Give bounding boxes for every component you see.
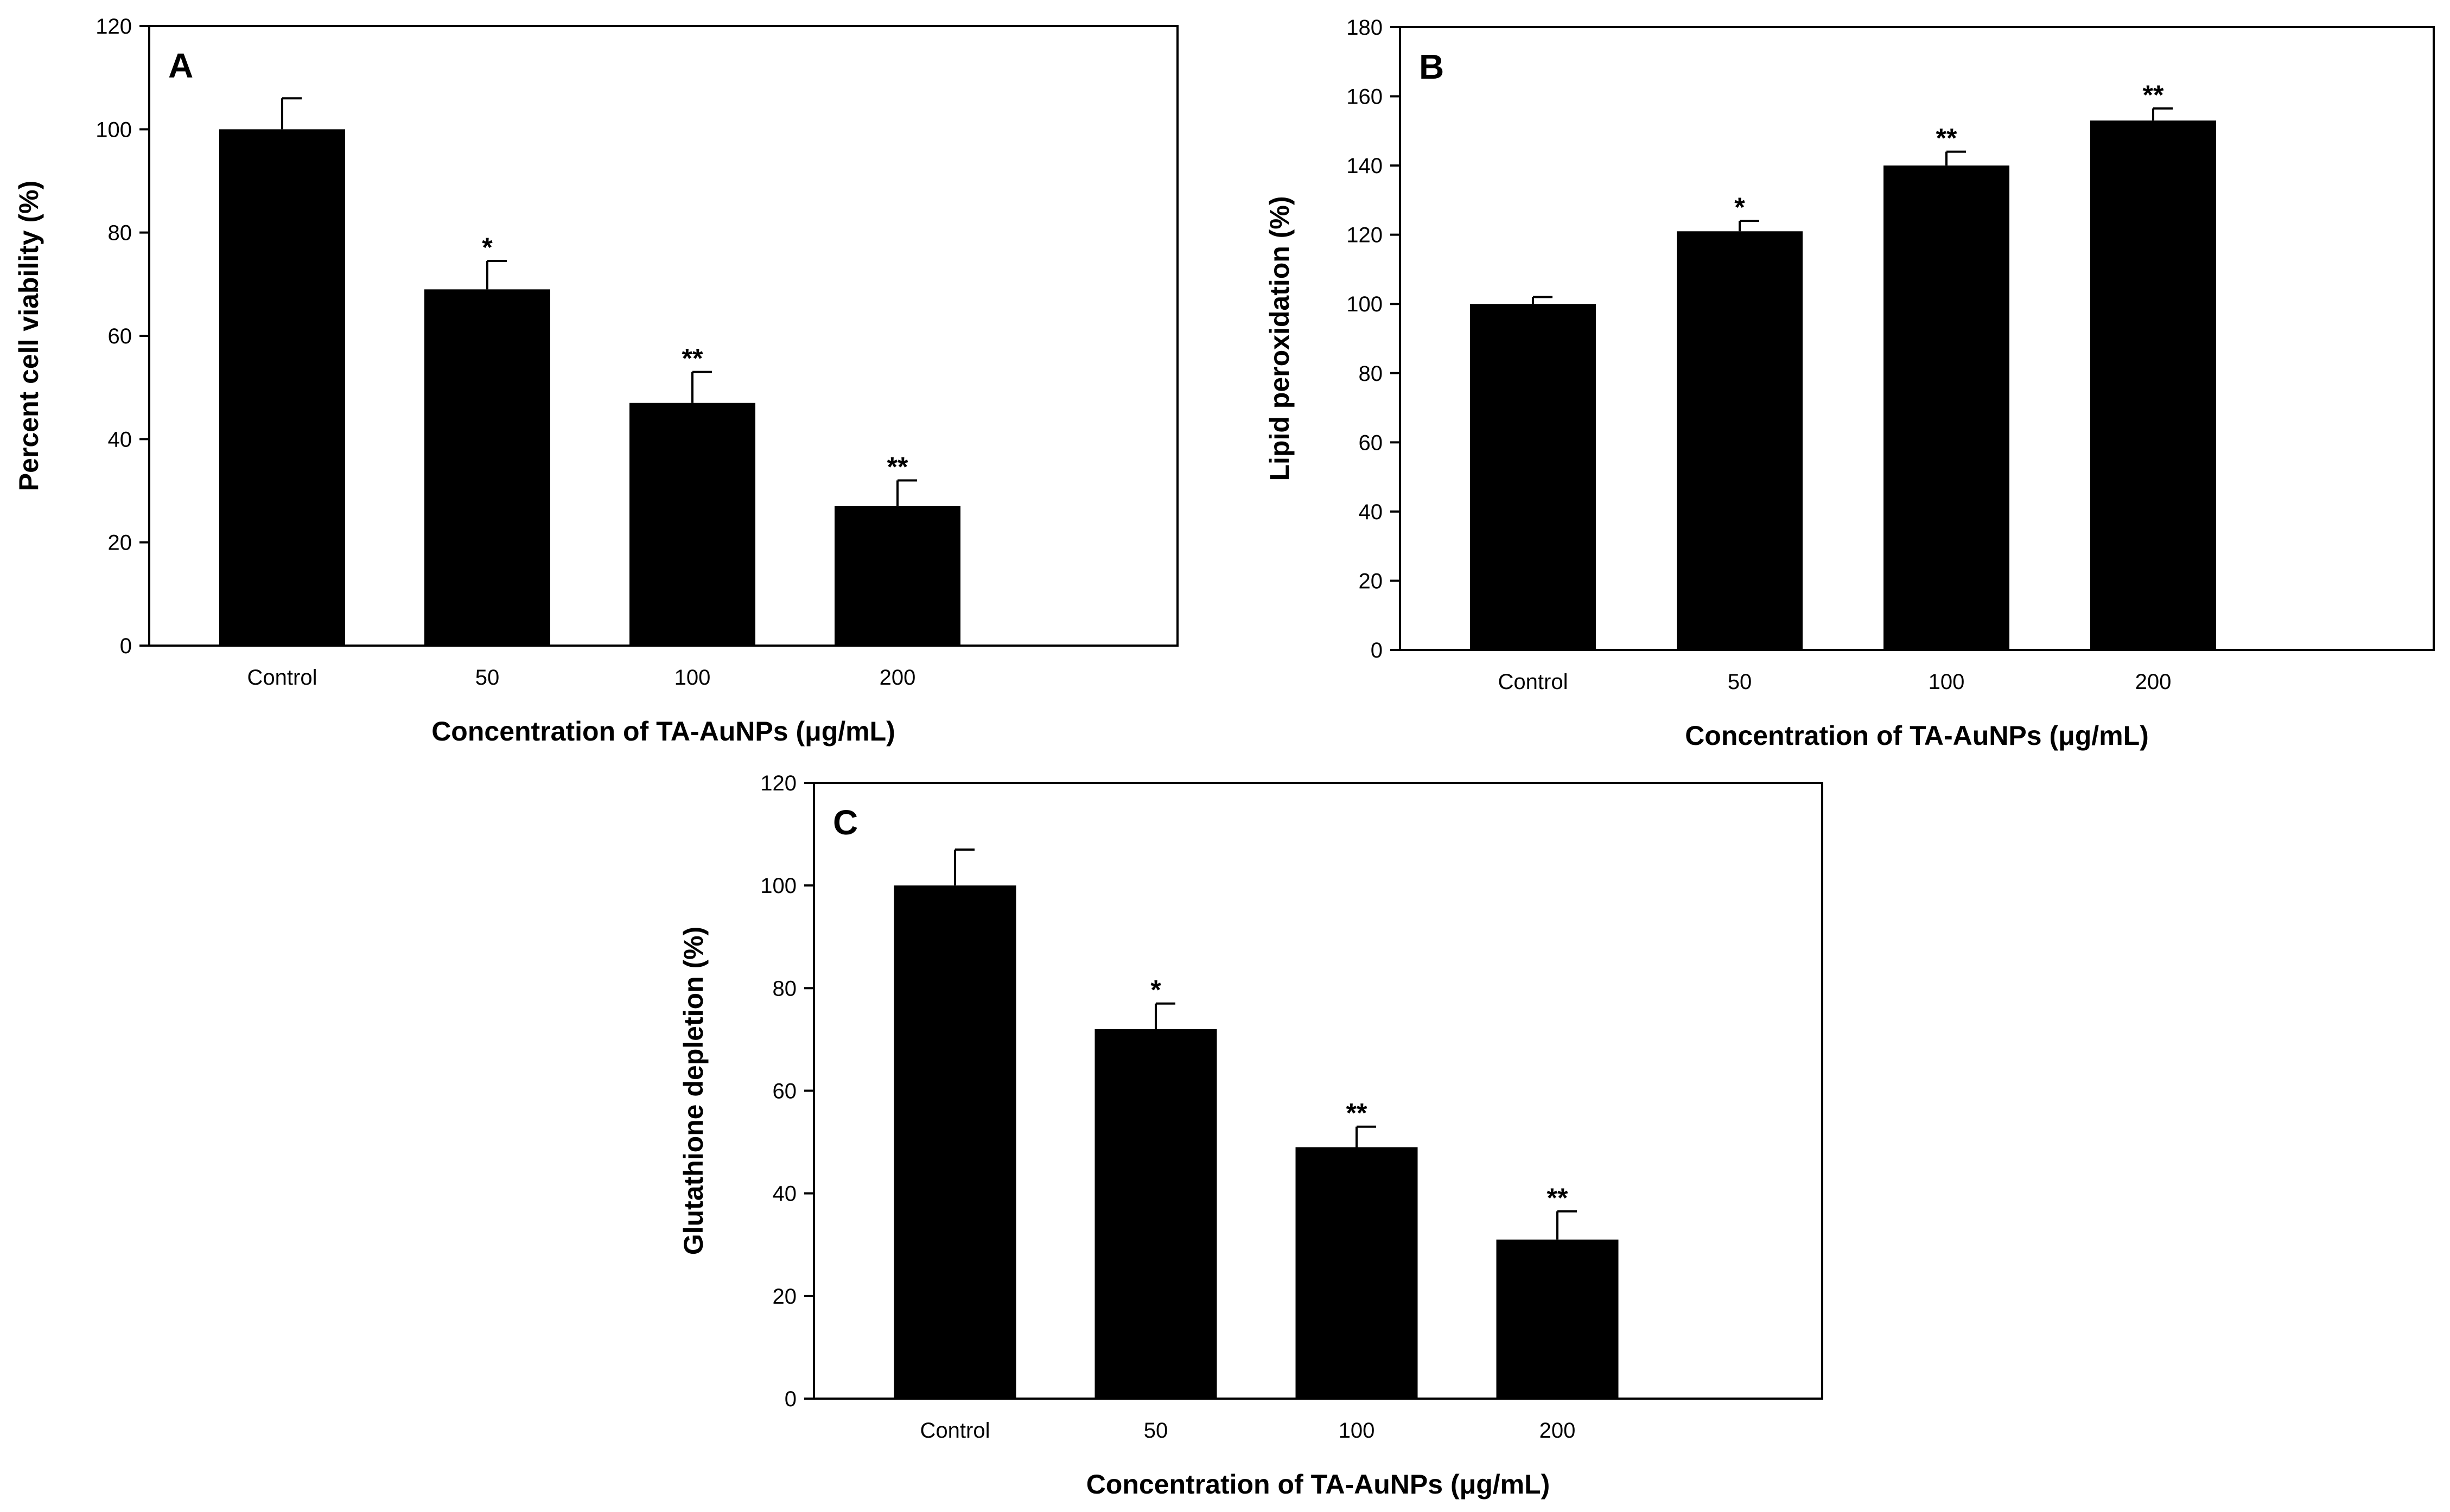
y-tick-label: 0 xyxy=(1371,639,1383,662)
x-tick-label: Control xyxy=(247,666,317,690)
significance-marker: * xyxy=(1150,975,1161,1005)
x-tick-label: Control xyxy=(920,1419,990,1443)
significance-marker: ** xyxy=(682,343,703,374)
significance-marker: ** xyxy=(1547,1183,1568,1213)
y-tick-label: 120 xyxy=(96,15,132,39)
significance-marker: ** xyxy=(1936,123,1957,154)
y-tick-label: 0 xyxy=(785,1387,797,1411)
y-tick-label: 40 xyxy=(1359,500,1383,524)
x-tick-label: 50 xyxy=(475,666,500,690)
y-tick-label: 60 xyxy=(773,1080,797,1103)
x-tick-label: 50 xyxy=(1728,670,1752,694)
y-tick-label: 0 xyxy=(120,634,132,658)
bar-control xyxy=(894,885,1016,1399)
x-tick-label: 100 xyxy=(1339,1419,1375,1443)
bar-100 xyxy=(1883,165,2009,650)
y-axis-title: Lipid peroxidation (%) xyxy=(1264,196,1295,481)
panel-a-chart: 0 20 40 60 80 100 120 Control * 50 ** 100 ** 200 Conce… xyxy=(14,15,1179,747)
y-tick-label: 20 xyxy=(1359,569,1383,593)
bar-100 xyxy=(1295,1147,1418,1399)
bar-50 xyxy=(1677,231,1803,650)
significance-marker: ** xyxy=(1346,1098,1367,1128)
x-tick-label: 100 xyxy=(674,666,711,690)
x-tick-label: 200 xyxy=(880,666,916,690)
y-tick-label: 40 xyxy=(108,428,132,451)
panel-letter: A xyxy=(168,46,193,85)
panel-letter: C xyxy=(833,803,858,842)
x-tick-label: Control xyxy=(1498,670,1568,694)
y-tick-label: 100 xyxy=(760,874,797,898)
bar-200 xyxy=(835,506,960,646)
y-axis-title: Percent cell viability (%) xyxy=(14,181,44,491)
panel-b-chart: 0 20 40 60 80 100 120 140 160 180 Control * 50 ** 100 *… xyxy=(1264,16,2435,751)
bar-control xyxy=(219,129,345,646)
significance-marker: ** xyxy=(2143,80,2164,110)
y-tick-label: 20 xyxy=(108,531,132,555)
panel-letter: B xyxy=(1419,47,1444,86)
y-tick-label: 80 xyxy=(773,977,797,1000)
bar-200 xyxy=(2090,120,2216,650)
y-tick-label: 160 xyxy=(1346,85,1383,109)
y-tick-label: 140 xyxy=(1346,154,1383,178)
y-tick-label: 60 xyxy=(108,324,132,348)
bar-50 xyxy=(1094,1029,1217,1399)
x-axis-title: Concentration of TA-AuNPs (μg/mL) xyxy=(431,716,895,747)
y-tick-label: 100 xyxy=(96,118,132,142)
significance-marker: ** xyxy=(887,451,908,482)
y-tick-label: 120 xyxy=(760,771,797,795)
x-tick-label: 100 xyxy=(1929,670,1965,694)
y-axis-title: Glutathione depletion (%) xyxy=(678,927,709,1255)
y-tick-label: 180 xyxy=(1346,16,1383,40)
bar-control xyxy=(1470,304,1596,650)
significance-marker: * xyxy=(482,232,493,263)
significance-marker: * xyxy=(1734,192,1745,222)
y-tick-label: 40 xyxy=(773,1182,797,1206)
bar-50 xyxy=(424,289,550,646)
y-tick-label: 60 xyxy=(1359,431,1383,455)
x-axis-title: Concentration of TA-AuNPs (μg/mL) xyxy=(1086,1469,1550,1500)
x-tick-label: 200 xyxy=(2135,670,2172,694)
bar-200 xyxy=(1496,1239,1619,1399)
panel-c-chart: 0 20 40 60 80 100 120 Control * 50 ** 100 ** 200 Conce… xyxy=(678,771,1823,1500)
y-tick-label: 80 xyxy=(108,221,132,245)
bar-100 xyxy=(629,403,755,646)
x-axis-title: Concentration of TA-AuNPs (μg/mL) xyxy=(1685,720,2149,751)
y-tick-label: 120 xyxy=(1346,224,1383,247)
y-tick-label: 20 xyxy=(773,1285,797,1309)
y-tick-label: 100 xyxy=(1346,292,1383,316)
x-tick-label: 200 xyxy=(1539,1419,1576,1443)
y-tick-label: 80 xyxy=(1359,362,1383,386)
x-tick-label: 50 xyxy=(1144,1419,1168,1443)
